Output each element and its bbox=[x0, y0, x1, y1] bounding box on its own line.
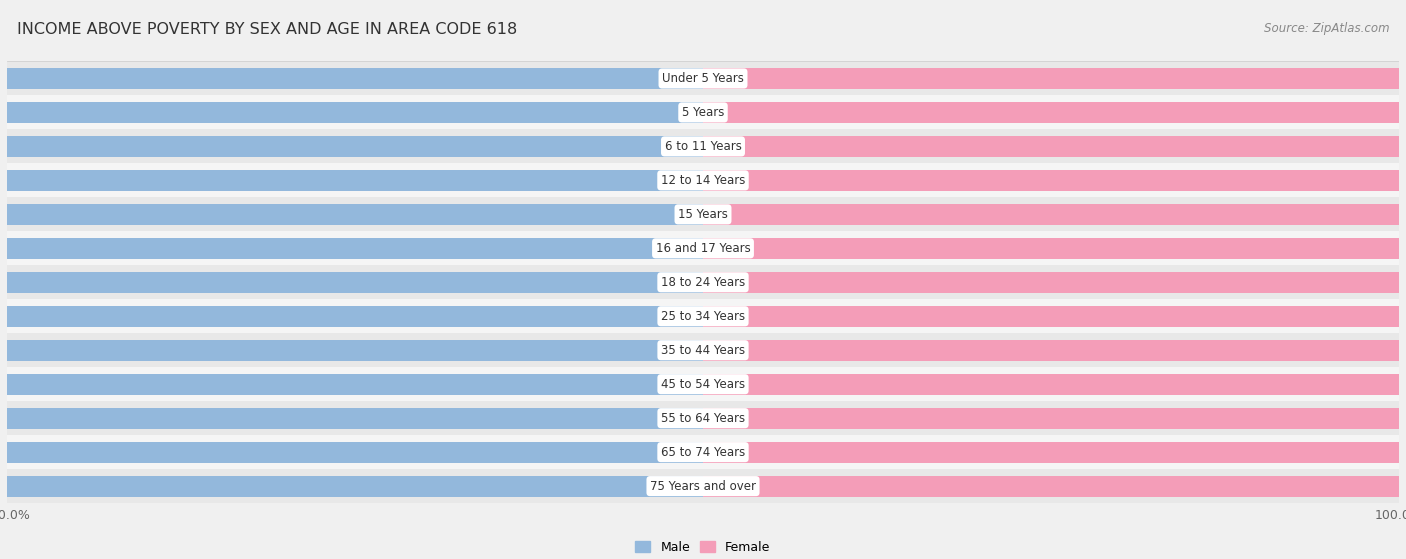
Bar bbox=[703, 476, 1406, 496]
Bar bbox=[703, 306, 1406, 327]
Text: 45 to 54 Years: 45 to 54 Years bbox=[661, 378, 745, 391]
Bar bbox=[0, 102, 703, 123]
Text: INCOME ABOVE POVERTY BY SEX AND AGE IN AREA CODE 618: INCOME ABOVE POVERTY BY SEX AND AGE IN A… bbox=[17, 22, 517, 37]
Bar bbox=[0, 401, 1399, 435]
Bar bbox=[0, 476, 703, 496]
Text: 35 to 44 Years: 35 to 44 Years bbox=[661, 344, 745, 357]
Text: Under 5 Years: Under 5 Years bbox=[662, 72, 744, 85]
Text: 15 Years: 15 Years bbox=[678, 208, 728, 221]
Bar bbox=[0, 442, 703, 463]
Bar bbox=[0, 469, 1399, 503]
Bar bbox=[0, 272, 703, 293]
Bar bbox=[703, 68, 1406, 89]
Text: 75 Years and over: 75 Years and over bbox=[650, 480, 756, 492]
Bar bbox=[0, 333, 1399, 367]
Bar bbox=[703, 136, 1406, 157]
Legend: Male, Female: Male, Female bbox=[630, 536, 776, 558]
Bar bbox=[0, 231, 1399, 266]
Text: 6 to 11 Years: 6 to 11 Years bbox=[665, 140, 741, 153]
Bar bbox=[0, 96, 1399, 130]
Bar bbox=[703, 272, 1406, 293]
Bar bbox=[0, 130, 1399, 163]
Bar bbox=[703, 170, 1406, 191]
Bar bbox=[0, 163, 1399, 197]
Bar bbox=[0, 408, 703, 429]
Text: 5 Years: 5 Years bbox=[682, 106, 724, 119]
Bar bbox=[0, 238, 703, 259]
Text: Source: ZipAtlas.com: Source: ZipAtlas.com bbox=[1264, 22, 1389, 35]
Bar bbox=[0, 435, 1399, 469]
Bar bbox=[703, 340, 1406, 361]
Bar bbox=[0, 306, 703, 327]
Text: 12 to 14 Years: 12 to 14 Years bbox=[661, 174, 745, 187]
Text: 18 to 24 Years: 18 to 24 Years bbox=[661, 276, 745, 289]
Text: 25 to 34 Years: 25 to 34 Years bbox=[661, 310, 745, 323]
Bar bbox=[703, 238, 1406, 259]
Bar bbox=[0, 170, 703, 191]
Bar bbox=[0, 299, 1399, 333]
Bar bbox=[0, 266, 1399, 299]
Bar bbox=[0, 340, 703, 361]
Bar bbox=[0, 136, 703, 157]
Bar bbox=[703, 373, 1406, 395]
Bar bbox=[0, 197, 1399, 231]
Bar bbox=[0, 61, 1399, 96]
Bar bbox=[703, 204, 1406, 225]
Bar bbox=[703, 102, 1406, 123]
Bar bbox=[703, 408, 1406, 429]
Bar bbox=[0, 367, 1399, 401]
Bar bbox=[703, 442, 1406, 463]
Text: 55 to 64 Years: 55 to 64 Years bbox=[661, 411, 745, 425]
Bar bbox=[0, 68, 703, 89]
Text: 65 to 74 Years: 65 to 74 Years bbox=[661, 446, 745, 458]
Bar bbox=[0, 373, 703, 395]
Bar bbox=[0, 204, 703, 225]
Text: 16 and 17 Years: 16 and 17 Years bbox=[655, 242, 751, 255]
